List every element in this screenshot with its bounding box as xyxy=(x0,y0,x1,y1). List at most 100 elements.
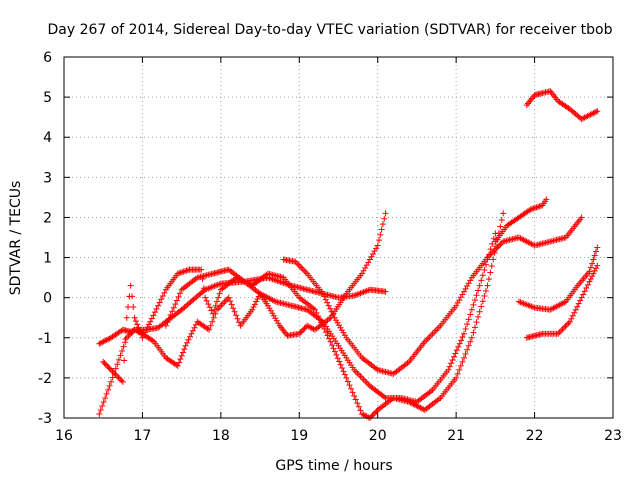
data-point xyxy=(273,317,280,324)
data-point xyxy=(140,332,147,339)
data-point xyxy=(490,235,497,242)
data-point xyxy=(198,266,205,273)
data-point xyxy=(102,394,109,401)
x-tick-label: 20 xyxy=(369,428,387,444)
data-point xyxy=(470,301,477,308)
data-point xyxy=(131,314,138,321)
data-point xyxy=(148,315,155,322)
data-point xyxy=(327,338,334,345)
data-point xyxy=(465,280,472,287)
data-point xyxy=(108,366,115,373)
data-point xyxy=(349,389,356,396)
data-point xyxy=(537,202,544,209)
data-point xyxy=(177,356,184,363)
data-point xyxy=(446,363,453,370)
data-point xyxy=(413,402,420,409)
data-point xyxy=(207,322,214,329)
data-point xyxy=(588,110,595,117)
data-point xyxy=(327,305,334,312)
data-point xyxy=(451,353,458,360)
data-point xyxy=(173,297,180,304)
data-point xyxy=(482,287,489,294)
data-point xyxy=(301,267,308,274)
data-point xyxy=(555,330,562,337)
data-point xyxy=(354,400,361,407)
data-point xyxy=(337,324,344,331)
data-point xyxy=(176,270,183,277)
data-point xyxy=(455,343,462,350)
data-point xyxy=(594,244,601,251)
data-point xyxy=(571,109,578,116)
data-point xyxy=(130,304,137,311)
data-point xyxy=(578,214,585,221)
data-point xyxy=(97,406,104,413)
data-point xyxy=(337,361,344,368)
data-point xyxy=(114,361,121,368)
data-point xyxy=(589,273,596,280)
series-track-3 xyxy=(100,210,507,421)
data-point xyxy=(485,276,492,283)
data-point xyxy=(101,360,108,367)
data-point xyxy=(475,287,482,294)
data-point xyxy=(500,210,507,217)
data-point xyxy=(481,293,488,300)
data-point xyxy=(158,296,165,303)
data-point xyxy=(189,327,196,334)
data-point xyxy=(569,108,576,115)
data-point xyxy=(250,304,257,311)
data-point xyxy=(210,310,217,317)
data-point xyxy=(590,110,597,117)
data-point xyxy=(468,334,475,341)
data-point xyxy=(191,295,198,302)
data-point xyxy=(363,262,370,269)
data-point xyxy=(334,355,341,362)
data-point xyxy=(462,325,469,332)
data-point xyxy=(177,269,184,276)
data-point xyxy=(487,269,494,276)
data-series xyxy=(96,88,601,421)
data-point xyxy=(200,285,207,292)
data-point xyxy=(275,320,282,327)
data-point xyxy=(568,107,575,114)
data-point xyxy=(590,270,597,277)
data-point xyxy=(251,301,258,308)
data-point xyxy=(562,323,569,330)
data-point xyxy=(105,364,112,371)
data-point xyxy=(490,256,497,263)
data-point xyxy=(558,327,565,334)
data-point xyxy=(379,221,386,228)
data-point xyxy=(479,298,486,305)
data-point xyxy=(234,315,241,322)
data-point xyxy=(468,306,475,313)
data-point xyxy=(569,312,576,319)
data-point xyxy=(488,250,495,257)
data-point xyxy=(204,325,211,332)
data-point xyxy=(177,290,184,297)
data-point xyxy=(103,390,110,397)
data-point xyxy=(159,293,166,300)
data-point xyxy=(115,356,122,363)
data-point xyxy=(205,301,212,308)
data-point xyxy=(295,261,302,268)
data-point xyxy=(382,288,389,295)
data-point xyxy=(106,365,113,372)
data-point xyxy=(452,350,459,357)
data-point xyxy=(593,265,600,272)
data-point xyxy=(108,378,115,385)
plot-frame xyxy=(63,56,614,419)
data-point xyxy=(495,242,502,249)
data-point xyxy=(485,253,492,260)
data-point xyxy=(182,342,189,349)
data-point xyxy=(209,318,216,325)
data-point xyxy=(484,254,491,261)
x-axis-label: GPS time / hours xyxy=(275,458,392,474)
data-point xyxy=(333,317,340,324)
data-point xyxy=(591,267,598,274)
y-tick-label: 0 xyxy=(43,291,52,307)
data-point xyxy=(462,285,469,292)
data-point xyxy=(147,318,154,325)
data-point xyxy=(325,302,332,309)
data-point xyxy=(373,245,380,252)
y-tick-label: -2 xyxy=(38,371,52,387)
data-point xyxy=(115,374,122,381)
